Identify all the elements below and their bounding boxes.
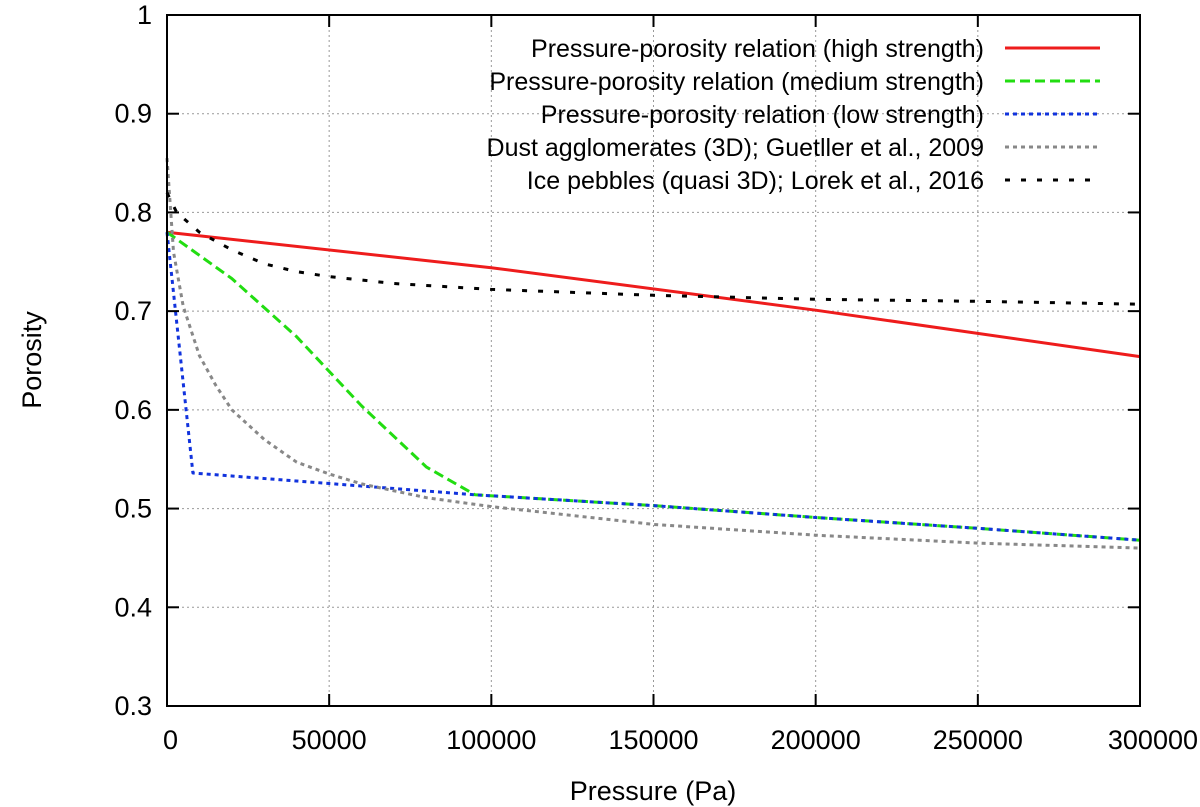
legend-label-1: Pressure-porosity relation (high strengt… [531, 35, 984, 63]
x-tick-label: 100000 [446, 725, 536, 755]
y-tick-label: 0.5 [114, 494, 152, 524]
y-tick-label: 0.7 [114, 296, 152, 326]
legend: Pressure-porosity relation (high strengt… [487, 35, 1100, 195]
y-axis-label: Porosity [17, 311, 47, 409]
x-tick-label: 250000 [933, 725, 1023, 755]
x-tick-label: 150000 [608, 725, 698, 755]
series-line-1 [166, 230, 1141, 359]
series-line-3 [165, 232, 1141, 542]
legend-label-5: Ice pebbles (quasi 3D); Lorek et al., 20… [527, 167, 984, 195]
legend-label-2: Pressure-porosity relation (medium stren… [489, 68, 984, 96]
legend-label-4: Dust agglomerates (3D); Guetller et al.,… [487, 134, 984, 162]
y-tick-label: 0.3 [114, 691, 152, 721]
x-tick-label: 50000 [292, 725, 367, 755]
series-line-5 [165, 192, 1141, 306]
x-tick-label: 0 [163, 725, 178, 755]
tick-labels: 0 50000 100000 150000 200000 250000 300000 0.3 0… [114, 0, 1198, 755]
grid-lines [167, 15, 1140, 706]
x-axis-label: Pressure (Pa) [570, 776, 737, 806]
y-tick-label: 1 [137, 0, 152, 30]
y-tick-label: 0.6 [114, 395, 152, 425]
x-tick-label: 200000 [771, 725, 861, 755]
y-tick-label: 0.4 [114, 592, 152, 622]
series-lines [165, 157, 1141, 550]
x-tick-label: 300000 [1108, 725, 1198, 755]
y-tick-label: 0.8 [114, 197, 152, 227]
series-line-4 [165, 157, 1141, 550]
legend-label-3: Pressure-porosity relation (low strength… [541, 101, 984, 129]
y-tick-label: 0.9 [114, 99, 152, 129]
axis-ticks [166, 14, 1141, 707]
